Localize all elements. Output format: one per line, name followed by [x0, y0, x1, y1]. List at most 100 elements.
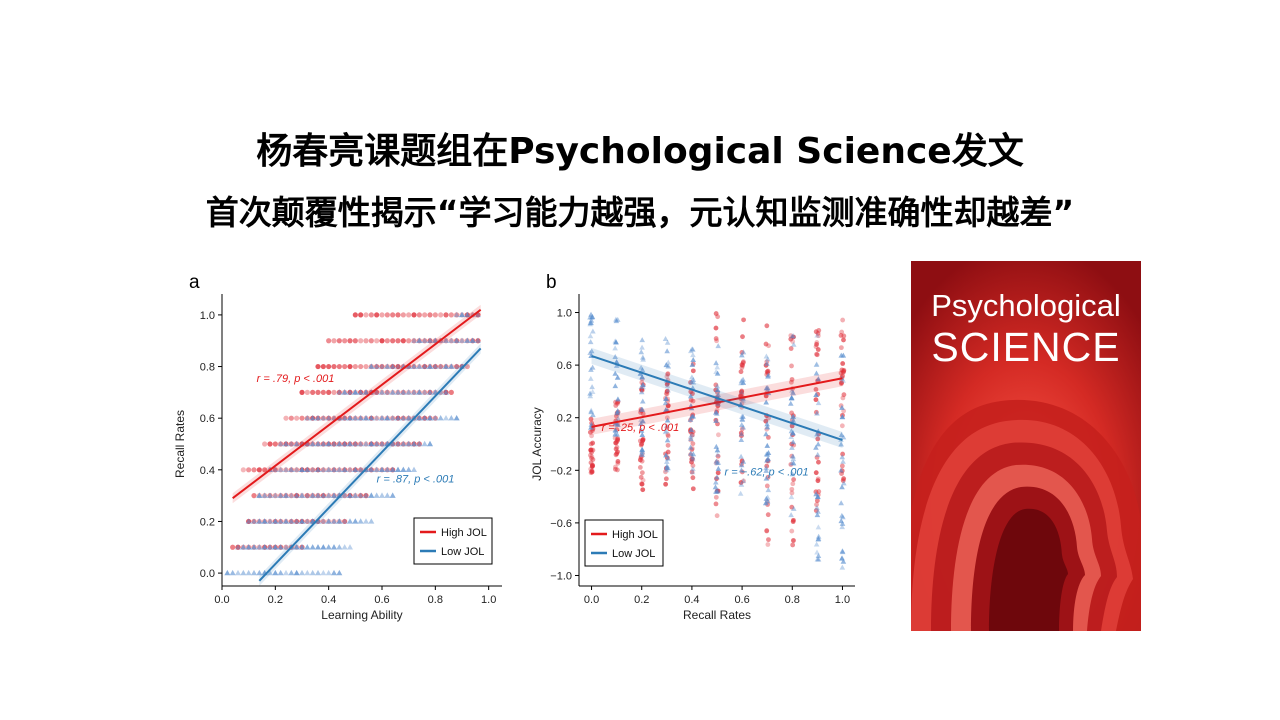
data-point [663, 395, 669, 401]
data-point [816, 328, 822, 333]
legend-label: Low JOL [441, 546, 484, 558]
data-point [235, 569, 241, 576]
data-point [638, 384, 645, 390]
panel-label: b [546, 272, 557, 293]
data-point [256, 492, 263, 498]
data-point [813, 444, 819, 450]
data-point [690, 376, 697, 382]
data-point [741, 317, 746, 323]
data-point [615, 415, 621, 421]
data-point [665, 455, 671, 461]
data-point [814, 451, 821, 457]
data-point [815, 493, 821, 499]
data-point [688, 427, 695, 433]
data-point [453, 363, 460, 369]
data-point [788, 346, 794, 351]
data-point [389, 492, 396, 498]
data-point [432, 312, 438, 318]
data-point [293, 569, 300, 576]
data-point [764, 421, 770, 427]
data-point [278, 467, 284, 473]
data-point [740, 458, 747, 464]
data-point [589, 464, 595, 469]
data-point [588, 366, 594, 372]
data-point [256, 544, 263, 550]
data-point [400, 389, 407, 395]
data-point [438, 363, 444, 370]
data-point [267, 544, 273, 550]
data-point [614, 410, 621, 416]
data-point [384, 492, 391, 498]
data-point [813, 392, 819, 398]
data-point [814, 332, 820, 338]
data-point [315, 492, 321, 498]
x-tick-label: 1.0 [835, 594, 850, 606]
data-point [714, 451, 721, 457]
legend: High JOL Low JOL [413, 517, 493, 565]
fit-line-low-jol [591, 354, 843, 442]
data-point [838, 467, 844, 473]
data-point [363, 441, 369, 447]
data-point [326, 389, 332, 395]
data-point [588, 470, 594, 476]
x-tick-label: 0.6 [734, 594, 749, 606]
y-tick-label: 1.0 [200, 310, 215, 322]
slide-title-line-2: 首次颠覆性揭示“学习能力越强，元认知监测准确性却越差” [205, 193, 1075, 232]
data-point [341, 389, 348, 395]
data-point [665, 387, 671, 393]
data-point [272, 467, 278, 473]
data-point [304, 389, 310, 395]
data-point [687, 450, 694, 456]
data-point [320, 518, 326, 525]
data-point [448, 312, 454, 318]
data-point [738, 453, 744, 459]
data-point [587, 339, 594, 345]
data-point [384, 389, 390, 395]
data-point [325, 544, 332, 550]
data-point [363, 440, 369, 447]
y-axis-label: JOL Accuracy [530, 407, 544, 481]
data-point [764, 457, 770, 463]
data-point [639, 447, 645, 453]
data-point [261, 518, 268, 524]
data-point [341, 440, 348, 447]
data-point [790, 389, 796, 395]
data-point [838, 500, 844, 506]
data-point [405, 363, 412, 369]
data-point [791, 334, 796, 340]
data-point [432, 414, 439, 421]
slide-title-line-1: 杨春亮课题组在Psychological Science发文 [256, 131, 1024, 172]
data-point [714, 338, 719, 344]
data-point [714, 513, 720, 519]
data-point [790, 341, 797, 347]
data-point [272, 518, 279, 524]
data-point [384, 338, 390, 344]
data-point [427, 414, 433, 421]
data-point [764, 498, 771, 504]
data-point [256, 467, 262, 473]
data-point [791, 538, 796, 543]
data-point [374, 338, 380, 344]
fit-line-high-jol [232, 308, 482, 500]
data-point [740, 362, 745, 368]
data-point [714, 474, 720, 480]
data-point [245, 518, 252, 524]
data-point [640, 356, 646, 362]
data-point [814, 512, 821, 518]
data-point [304, 518, 311, 524]
data-point [416, 337, 423, 343]
data-point [357, 414, 364, 421]
legend-label: High JOL [612, 529, 658, 541]
data-point [638, 427, 645, 433]
data-point [390, 338, 396, 344]
data-point [288, 440, 295, 447]
data-point [315, 440, 321, 447]
data-point [738, 389, 745, 395]
data-point [288, 415, 294, 421]
data-point [814, 410, 820, 416]
data-point [614, 316, 621, 322]
data-point [612, 435, 618, 441]
data-point [640, 354, 646, 360]
head-silhouette-layers [911, 399, 1141, 631]
data-point [368, 363, 375, 369]
